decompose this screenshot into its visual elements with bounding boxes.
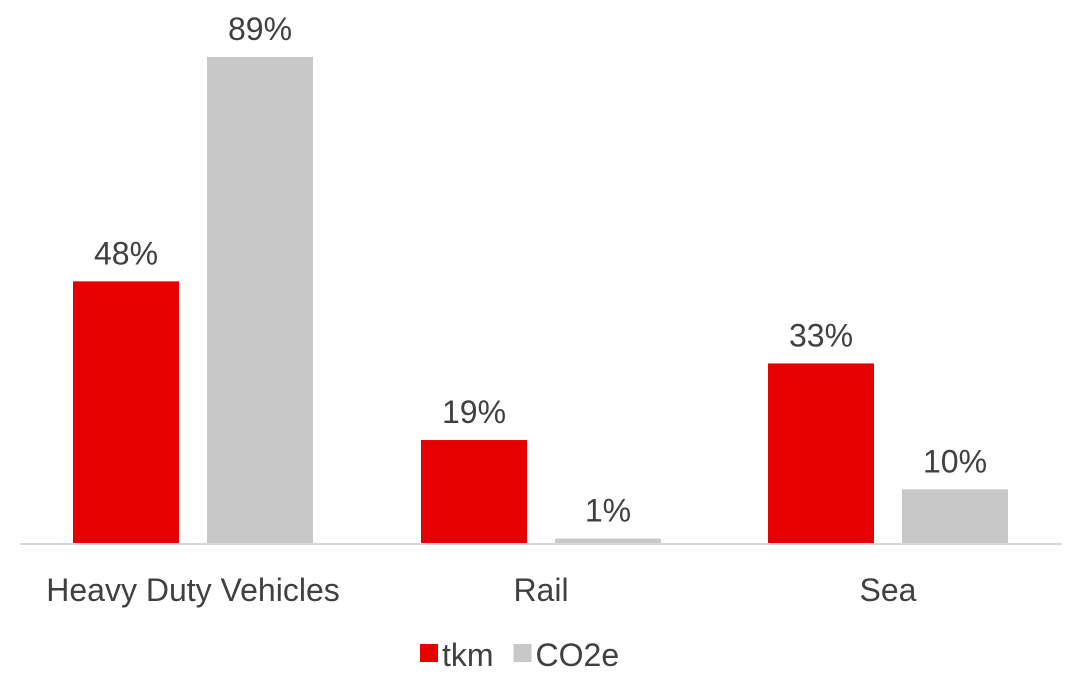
bar-tkm-heavy-duty-vehicles <box>73 281 179 544</box>
legend-swatch-co2e <box>513 644 532 662</box>
data-label-tkm-sea: 33% <box>789 317 853 353</box>
category-label-sea: Sea <box>860 572 917 608</box>
bar-co2e-rail <box>555 538 661 544</box>
data-label-co2e-heavy-duty-vehicles: 89% <box>228 11 292 47</box>
category-labels-group: Heavy Duty Vehicles Rail Sea <box>46 572 916 608</box>
data-label-co2e-sea: 10% <box>923 443 987 479</box>
bar-tkm-sea <box>768 363 874 544</box>
legend: tkm CO2e <box>420 637 619 673</box>
bar-tkm-rail <box>421 440 527 544</box>
category-label-heavy-duty-vehicles: Heavy Duty Vehicles <box>46 572 339 608</box>
data-label-co2e-rail: 1% <box>585 493 631 529</box>
bar-co2e-heavy-duty-vehicles <box>207 57 313 544</box>
legend-swatch-tkm <box>420 644 438 662</box>
bar-co2e-sea <box>902 489 1008 544</box>
data-label-tkm-heavy-duty-vehicles: 48% <box>94 235 158 271</box>
data-labels-group: 48% 89% 19% 1% 33% 10% <box>94 11 987 529</box>
bars-group <box>73 57 1008 544</box>
data-label-tkm-rail: 19% <box>442 394 506 430</box>
category-label-rail: Rail <box>513 572 568 608</box>
legend-label-co2e: CO2e <box>536 637 620 673</box>
legend-label-tkm: tkm <box>442 637 494 673</box>
